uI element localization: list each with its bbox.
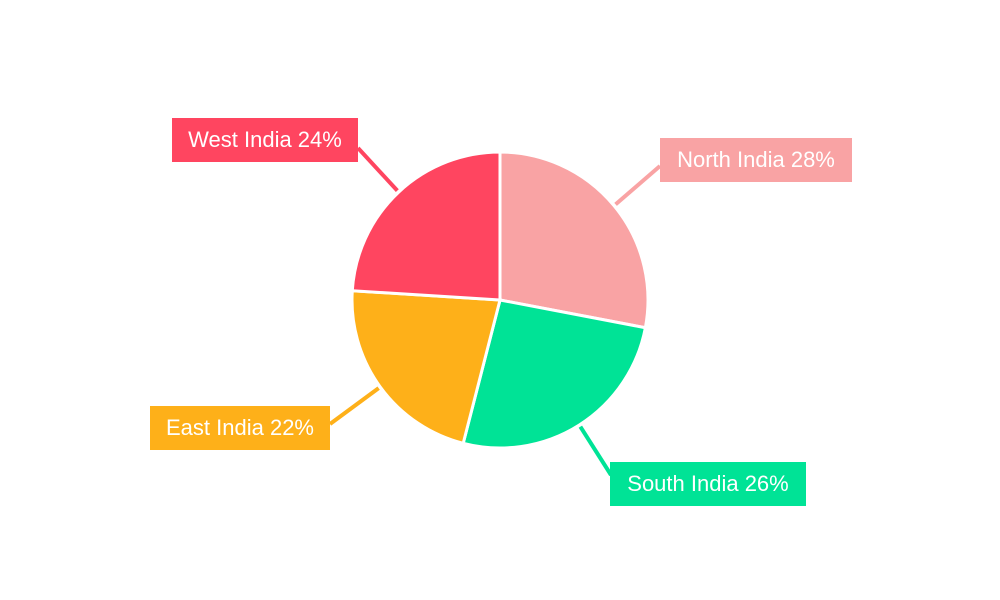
data-label-box <box>660 138 852 182</box>
leader-line <box>328 386 380 426</box>
leader-line <box>356 146 399 193</box>
data-label: North India 28% <box>677 147 835 172</box>
data-label: East India 22% <box>166 415 314 440</box>
data-label: South India 26% <box>627 471 788 496</box>
pie-slice-east-india[interactable] <box>350 289 502 446</box>
data-label-box <box>172 118 358 162</box>
pie-slice-north-india[interactable] <box>498 150 650 330</box>
leader-line <box>614 164 662 206</box>
data-label: West India 24% <box>188 127 342 152</box>
data-label-box <box>610 462 806 506</box>
pie-slice-south-india[interactable] <box>461 298 648 450</box>
pie-slice-west-india[interactable] <box>350 150 502 302</box>
leader-line <box>578 425 613 477</box>
data-label-box <box>150 406 330 450</box>
